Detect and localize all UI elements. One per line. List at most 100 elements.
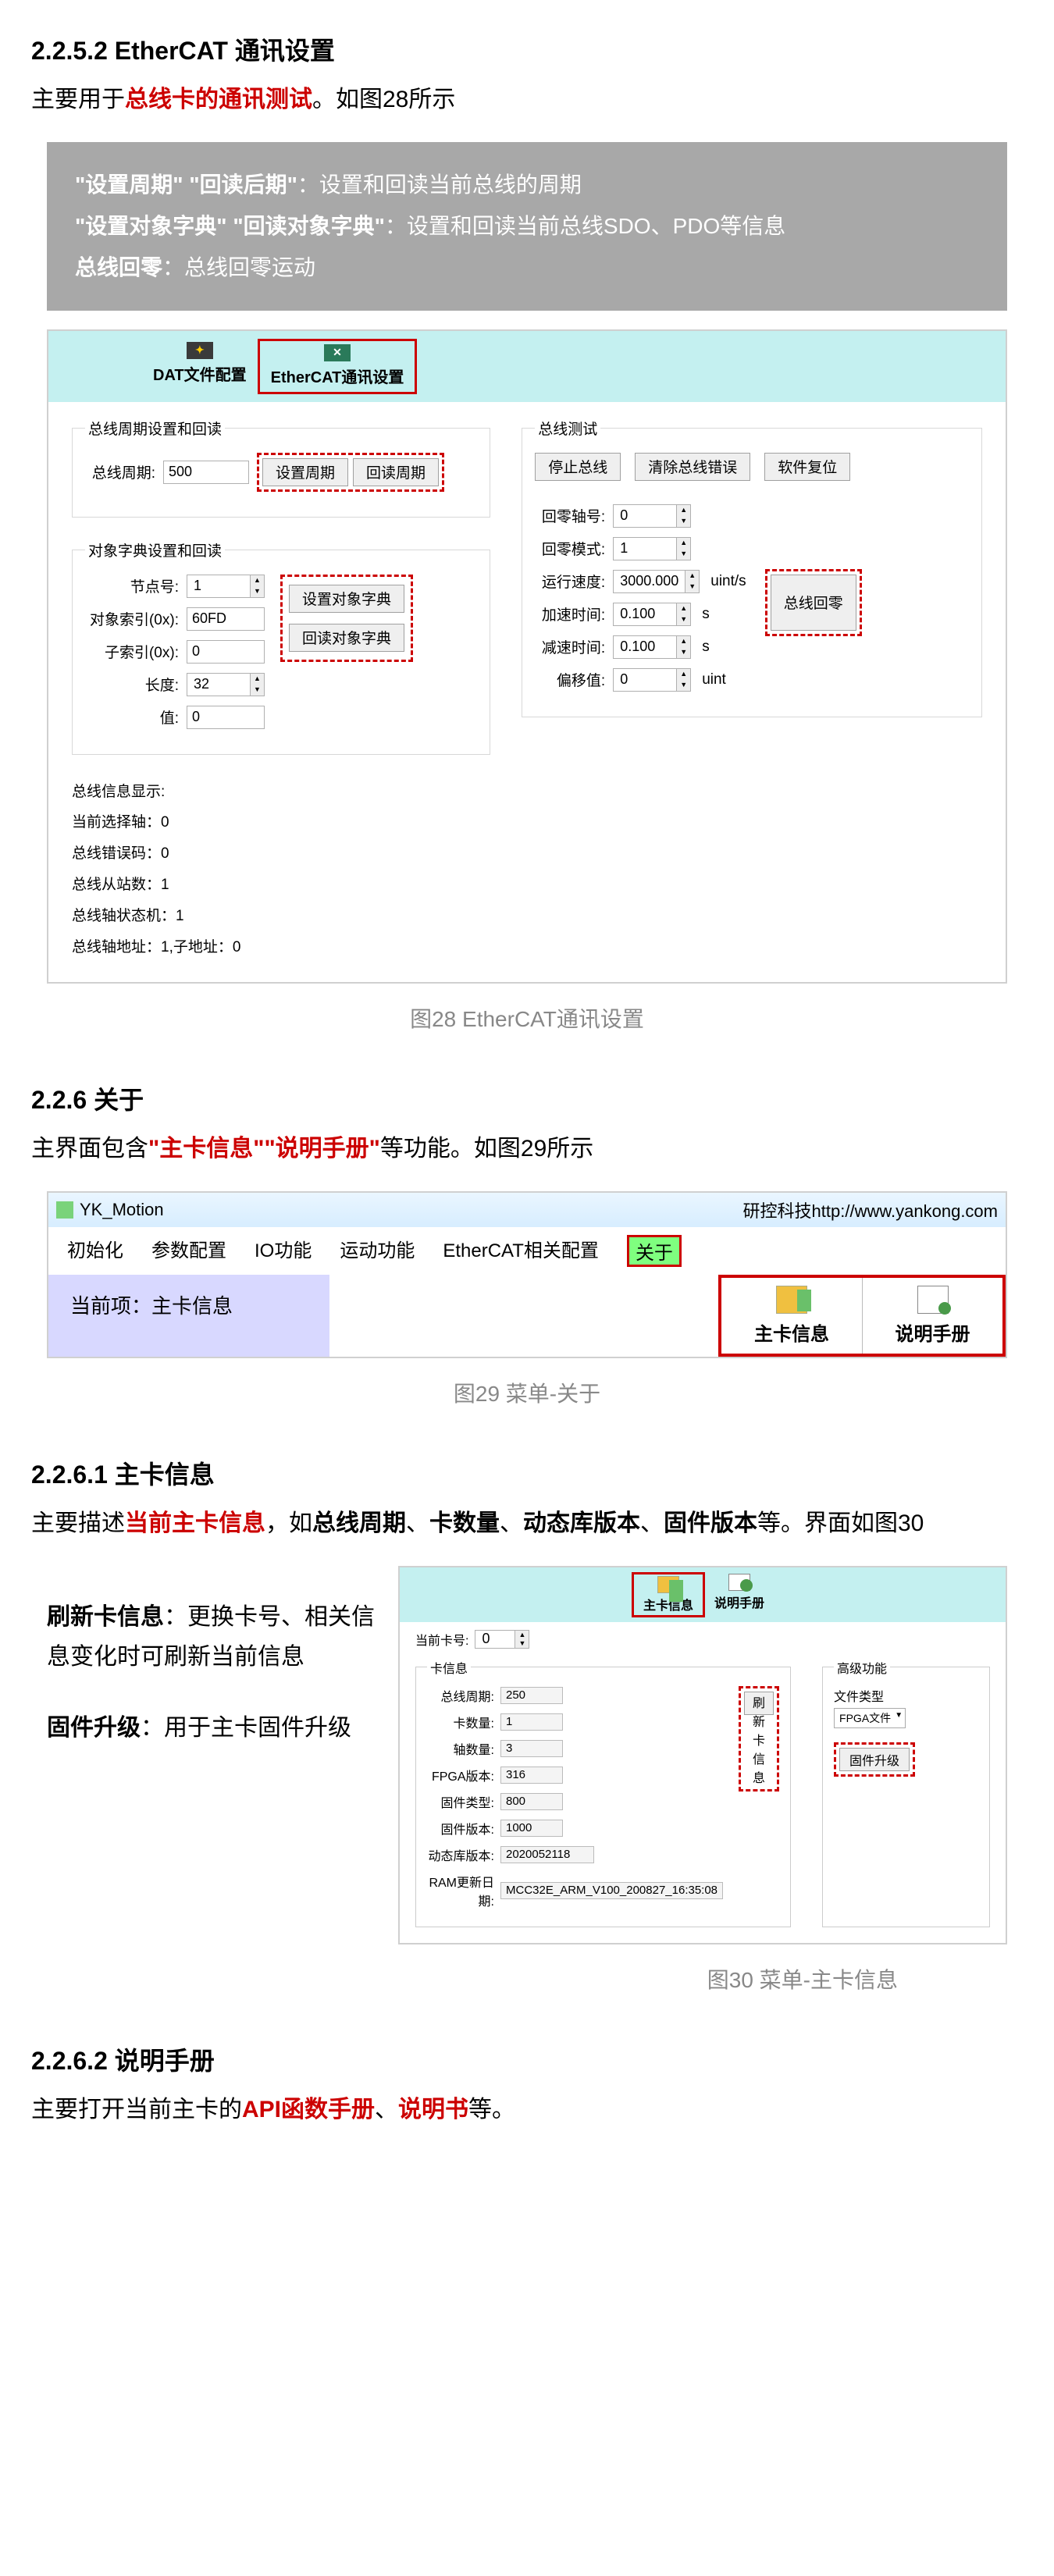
len-spin[interactable]: 32▲▼ (187, 673, 265, 696)
node-spin[interactable]: 1▲▼ (187, 575, 265, 598)
stop-bus-button[interactable]: 停止总线 (535, 453, 621, 481)
soft-reset-button[interactable]: 软件复位 (764, 453, 850, 481)
run-speed-spin[interactable]: 3000.000▲▼ (613, 570, 700, 593)
home-mode-spin[interactable]: 1▲▼ (613, 537, 691, 560)
menu-bar: 初始化 参数配置 IO功能 运动功能 EtherCAT相关配置 关于 (48, 1227, 1006, 1275)
figure-28-caption: 图28 EtherCAT通讯设置 (31, 1002, 1023, 1034)
group-card-info: 卡信息 总线周期:250 卡数量:1 轴数量:3 FPGA版本:316 固件类型… (415, 1658, 791, 1927)
dec-spin[interactable]: 0.100▲▼ (613, 635, 691, 659)
v: FPGA文件 (839, 1712, 891, 1724)
menu-motion[interactable]: 运动功能 (340, 1235, 415, 1267)
read-dict-button[interactable]: 回读对象字典 (289, 624, 404, 652)
sub-input[interactable] (187, 640, 265, 664)
tab-card-info[interactable]: 主卡信息 (632, 1572, 705, 1617)
t: "设置对象字典" (75, 214, 227, 238)
app-title: YK_Motion (80, 1200, 164, 1220)
figure-30-caption: 图30 菜单-主卡信息 (31, 1963, 1023, 1994)
heading-226: 2.2.6 关于 (31, 1080, 1023, 1116)
tab-manual[interactable]: 说明手册 (705, 1572, 774, 1617)
t: 说明手册 (714, 1592, 764, 1611)
app-icon (56, 1201, 73, 1219)
idx-label: 对象索引(0x): (85, 608, 179, 629)
current-card-spin[interactable]: 0▲▼ (475, 1630, 529, 1649)
v: 3 (500, 1740, 563, 1757)
highlight: 总线回零 (765, 569, 862, 636)
lead-2262: 主要打开当前主卡的API函数手册、说明书等。 (31, 2091, 1023, 2129)
refresh-card-button[interactable]: 刷新卡信息 (744, 1692, 774, 1715)
manual-button[interactable]: 说明手册 (862, 1278, 1002, 1354)
bus-home-button[interactable]: 总线回零 (771, 575, 856, 631)
menu-ethercat[interactable]: EtherCAT相关配置 (443, 1235, 599, 1267)
tab-dat-config[interactable]: ✦ DAT文件配置 (142, 339, 258, 394)
t: 等。界面如图30 (757, 1510, 924, 1536)
heading-2261: 2.2.6.1 主卡信息 (31, 1455, 1023, 1491)
bus-period-label: 总线周期: (85, 461, 155, 482)
v: 250 (500, 1687, 563, 1704)
v: 32 (187, 676, 250, 692)
file-type-select[interactable]: FPGA文件 ▼ (834, 1708, 906, 1728)
acc-spin[interactable]: 0.100▲▼ (613, 603, 691, 626)
bus-period-input[interactable] (163, 461, 249, 484)
l: FPGA版本: (427, 1766, 494, 1784)
clear-bus-error-button[interactable]: 清除总线错误 (635, 453, 750, 481)
manual-icon (728, 1574, 750, 1591)
group-advanced: 高级功能 文件类型 FPGA文件 ▼ 固件升级 (822, 1658, 990, 1927)
highlight: 固件升级 (834, 1742, 915, 1777)
t: 等功能。如图29所示 (380, 1136, 593, 1162)
menu-about[interactable]: 关于 (627, 1235, 682, 1267)
t: ：用于主卡固件升级 (141, 1715, 351, 1741)
t: 当前主卡信息 (125, 1510, 265, 1536)
manual-icon (917, 1286, 949, 1314)
t: "说明手册" (264, 1136, 379, 1162)
l: 加速时间: (535, 603, 605, 624)
idx-input[interactable] (187, 607, 265, 631)
lead-226: 主界面包含"主卡信息""说明手册"等功能。如图29所示 (31, 1130, 1023, 1168)
legend: 高级功能 (834, 1658, 890, 1677)
t: 固件版本 (664, 1510, 757, 1536)
l: 回零模式: (535, 538, 605, 559)
highlight: 设置对象字典 回读对象字典 (280, 575, 413, 662)
set-period-button[interactable]: 设置周期 (262, 458, 348, 486)
info-line: 总线轴地址：1,子地址：0 (72, 932, 982, 963)
t: ：设置和回读当前总线的周期 (297, 173, 582, 197)
u: s (702, 606, 710, 623)
t: "设置周期" (75, 173, 183, 197)
t: 总线周期 (312, 1510, 406, 1536)
info-legend: 总线信息显示: (72, 777, 982, 808)
menu-io[interactable]: IO功能 (255, 1235, 312, 1267)
legend: 总线周期设置和回读 (85, 418, 225, 439)
menu-init[interactable]: 初始化 (67, 1235, 123, 1267)
t: 主要打开当前主卡的 (31, 2097, 242, 2122)
home-axis-spin[interactable]: 0▲▼ (613, 504, 691, 528)
v: 3000.000 (614, 573, 685, 589)
info-line-1: "设置周期" "回读后期"：设置和回读当前总线的周期 (75, 164, 979, 205)
tools-icon: ✕ (324, 344, 351, 361)
menu-param[interactable]: 参数配置 (151, 1235, 226, 1267)
v: 0.100 (614, 639, 676, 655)
heading-2252: 2.2.5.2 EtherCAT 通讯设置 (31, 31, 1023, 67)
v: 0 (614, 671, 676, 688)
u: uint (702, 671, 726, 688)
set-dict-button[interactable]: 设置对象字典 (289, 585, 404, 613)
val-input[interactable] (187, 706, 265, 729)
l: 固件版本: (427, 1819, 494, 1838)
chevron-down-icon: ▼ (895, 1711, 903, 1720)
v: 0 (614, 507, 676, 524)
v: MCC32E_ARM_V100_200827_16:35:08 (500, 1882, 723, 1899)
tab-bar: ✦ DAT文件配置 ✕ EtherCAT通讯设置 (48, 331, 1006, 402)
tab-bar-30: 主卡信息 说明手册 (400, 1567, 1006, 1622)
current-card-label: 当前卡号: (415, 1630, 468, 1649)
t: API函数手册 (242, 2097, 375, 2122)
sub-label: 子索引(0x): (85, 641, 179, 662)
info-line: 总线轴状态机：1 (72, 901, 982, 932)
t: ：总线回零运动 (162, 255, 315, 279)
off-spin[interactable]: 0▲▼ (613, 668, 691, 692)
card-info-button[interactable]: 主卡信息 (721, 1278, 862, 1354)
t: ，如 (265, 1510, 312, 1536)
tab-ethercat-settings[interactable]: ✕ EtherCAT通讯设置 (258, 339, 418, 394)
firmware-upgrade-button[interactable]: 固件升级 (839, 1748, 910, 1771)
t: 总线卡的通讯测试 (125, 87, 312, 112)
read-period-button[interactable]: 回读周期 (353, 458, 439, 486)
t: 等。 (468, 2097, 515, 2122)
legend: 卡信息 (427, 1658, 471, 1677)
